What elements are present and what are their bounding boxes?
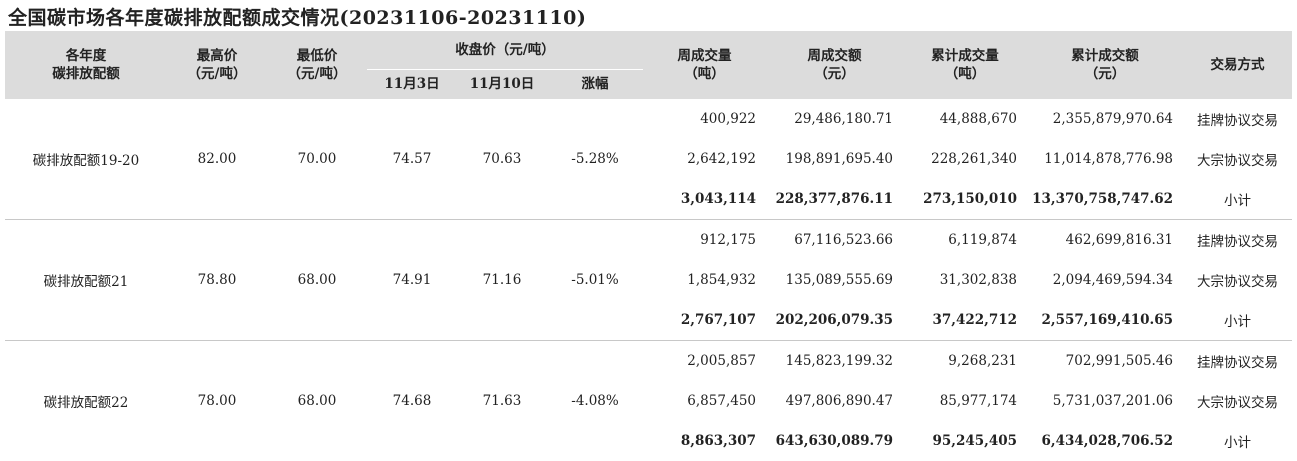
week-turnover: 228,377,876.11 — [766, 179, 903, 220]
cum-volume: 9,268,231 — [903, 341, 1027, 382]
close-nov10: 70.63 — [457, 99, 547, 220]
page-title: 全国碳市场各年度碳排放配额成交情况(20231106-20231110) — [8, 3, 586, 30]
header-change: 涨幅 — [547, 69, 643, 99]
cum-turnover: 6,434,028,706.52 — [1027, 421, 1183, 461]
week-turnover: 198,891,695.40 — [766, 139, 903, 179]
week-volume: 3,043,114 — [643, 179, 766, 220]
week-volume: 6,857,450 — [643, 381, 766, 421]
cum-turnover: 462,699,816.31 — [1027, 220, 1183, 261]
table-header: 各年度 碳排放配额 最高价 （元/吨） 最低价 （元/吨） 收盘价（元/吨） 周… — [5, 31, 1292, 99]
cum-volume: 95,245,405 — [903, 421, 1027, 461]
cum-turnover: 11,014,878,776.98 — [1027, 139, 1183, 179]
low-price: 68.00 — [267, 220, 367, 341]
low-price: 68.00 — [267, 341, 367, 461]
close-nov10: 71.63 — [457, 341, 547, 461]
week-volume: 2,767,107 — [643, 300, 766, 341]
trade-method: 挂牌协议交易 — [1183, 341, 1292, 382]
table-body: 碳排放配额19-20 82.00 70.00 74.57 70.63 -5.28… — [5, 99, 1292, 461]
carbon-trading-table: 各年度 碳排放配额 最高价 （元/吨） 最低价 （元/吨） 收盘价（元/吨） 周… — [5, 31, 1292, 461]
close-nov3: 74.57 — [367, 99, 457, 220]
trade-method: 大宗协议交易 — [1183, 139, 1292, 179]
week-volume: 2,005,857 — [643, 341, 766, 382]
trade-method: 小计 — [1183, 421, 1292, 461]
allowance-name: 碳排放配额21 — [5, 220, 167, 341]
week-turnover: 135,089,555.69 — [766, 260, 903, 300]
trade-method: 挂牌协议交易 — [1183, 99, 1292, 139]
table-row: 碳排放配额22 78.00 68.00 74.68 71.63 -4.08% 2… — [5, 341, 1292, 382]
trade-method: 小计 — [1183, 300, 1292, 341]
header-week-turnover: 周成交额 （元） — [766, 31, 903, 99]
week-volume: 400,922 — [643, 99, 766, 139]
price-change: -5.28% — [547, 99, 643, 220]
cum-turnover: 5,731,037,201.06 — [1027, 381, 1183, 421]
header-low-price: 最低价 （元/吨） — [267, 31, 367, 99]
week-volume: 912,175 — [643, 220, 766, 261]
header-cum-turnover: 累计成交额 （元） — [1027, 31, 1183, 99]
header-close-price: 收盘价（元/吨） — [367, 31, 643, 69]
trade-method: 小计 — [1183, 179, 1292, 220]
price-change: -4.08% — [547, 341, 643, 461]
cum-turnover: 13,370,758,747.62 — [1027, 179, 1183, 220]
cum-volume: 6,119,874 — [903, 220, 1027, 261]
price-change: -5.01% — [547, 220, 643, 341]
week-turnover: 202,206,079.35 — [766, 300, 903, 341]
low-price: 70.00 — [267, 99, 367, 220]
cum-volume: 85,977,174 — [903, 381, 1027, 421]
week-volume: 2,642,192 — [643, 139, 766, 179]
week-volume: 1,854,932 — [643, 260, 766, 300]
cum-volume: 31,302,838 — [903, 260, 1027, 300]
table-row: 碳排放配额19-20 82.00 70.00 74.57 70.63 -5.28… — [5, 99, 1292, 139]
trade-method: 挂牌协议交易 — [1183, 220, 1292, 261]
header-close-nov3: 11月3日 — [367, 69, 457, 99]
week-turnover: 29,486,180.71 — [766, 99, 903, 139]
header-high-price: 最高价 （元/吨） — [167, 31, 267, 99]
cum-volume: 44,888,670 — [903, 99, 1027, 139]
cum-turnover: 702,991,505.46 — [1027, 341, 1183, 382]
trade-method: 大宗协议交易 — [1183, 260, 1292, 300]
header-week-volume: 周成交量 （吨） — [643, 31, 766, 99]
header-cum-volume: 累计成交量 （吨） — [903, 31, 1027, 99]
allowance-name: 碳排放配额22 — [5, 341, 167, 461]
cum-turnover: 2,094,469,594.34 — [1027, 260, 1183, 300]
week-turnover: 145,823,199.32 — [766, 341, 903, 382]
cum-volume: 37,422,712 — [903, 300, 1027, 341]
week-volume: 8,863,307 — [643, 421, 766, 461]
cum-turnover: 2,557,169,410.65 — [1027, 300, 1183, 341]
week-turnover: 643,630,089.79 — [766, 421, 903, 461]
allowance-name: 碳排放配额19-20 — [5, 99, 167, 220]
trade-method: 大宗协议交易 — [1183, 381, 1292, 421]
header-close-nov10: 11月10日 — [457, 69, 547, 99]
high-price: 82.00 — [167, 99, 267, 220]
close-nov3: 74.68 — [367, 341, 457, 461]
close-nov10: 71.16 — [457, 220, 547, 341]
cum-turnover: 2,355,879,970.64 — [1027, 99, 1183, 139]
header-method: 交易方式 — [1183, 31, 1292, 99]
cum-volume: 228,261,340 — [903, 139, 1027, 179]
close-nov3: 74.91 — [367, 220, 457, 341]
header-allowance: 各年度 碳排放配额 — [5, 31, 167, 99]
table-row: 碳排放配额21 78.80 68.00 74.91 71.16 -5.01% 9… — [5, 220, 1292, 261]
high-price: 78.80 — [167, 220, 267, 341]
week-turnover: 497,806,890.47 — [766, 381, 903, 421]
high-price: 78.00 — [167, 341, 267, 461]
cum-volume: 273,150,010 — [903, 179, 1027, 220]
week-turnover: 67,116,523.66 — [766, 220, 903, 261]
